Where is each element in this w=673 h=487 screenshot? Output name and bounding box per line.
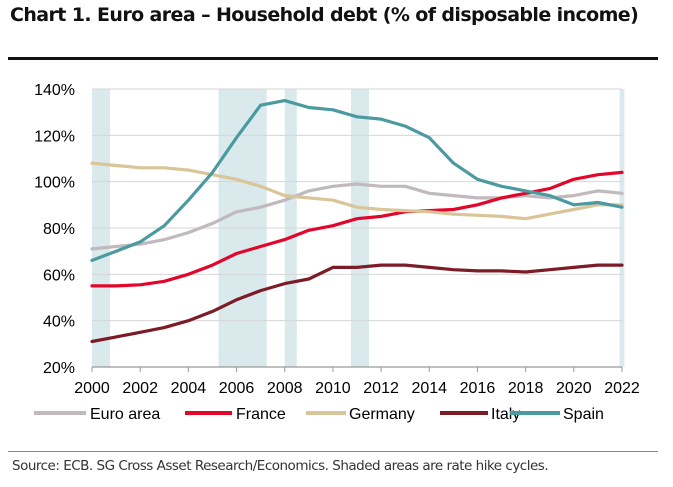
x-axis — [91, 366, 623, 372]
x-tick-label: 2020 — [556, 380, 592, 397]
y-tick-label: 120% — [34, 128, 75, 145]
x-tick-label: 2004 — [171, 380, 207, 397]
legend-label: Euro area — [90, 406, 160, 423]
line-chart: 20%40%60%80%100%120%140% 2000 2002 2004 200… — [34, 82, 640, 423]
gridlines — [92, 88, 622, 322]
series-lines — [90, 98, 624, 344]
x-tick-label: 2010 — [315, 380, 351, 397]
y-tick-label: 140% — [34, 82, 75, 99]
legend-item-germany: Germany — [306, 406, 415, 423]
x-tick-labels: 2000 2002 2004 2006 2008 2010 2012 2014 2016 2018… — [74, 380, 640, 397]
legend: Euro area France Germany Italy Spain — [34, 406, 604, 423]
legend-item-euro-area: Euro area — [34, 406, 160, 423]
title-rule — [8, 57, 658, 60]
y-tick-label: 20% — [43, 360, 75, 377]
series-line-spain — [90, 98, 624, 262]
y-axis: 20% 40% 60% 80% 100% 120% 140% — [34, 82, 75, 377]
legend-item-italy: Italy — [440, 406, 520, 423]
x-tick-label: 2016 — [460, 380, 496, 397]
x-tick-label: 2002 — [122, 380, 158, 397]
legend-item-spain: Spain — [510, 406, 604, 423]
x-tick-label: 2018 — [508, 380, 544, 397]
y-tick-label: 100% — [34, 175, 75, 192]
series-line-euro-area — [90, 182, 624, 251]
x-tick-label: 2006 — [219, 380, 255, 397]
y-tick-label: 40% — [43, 314, 75, 331]
series-line-italy — [90, 263, 624, 344]
x-tick-label: 2014 — [411, 380, 447, 397]
series-line-germany — [90, 161, 624, 221]
chart-title: Chart 1. Euro area – Household debt (% o… — [10, 4, 639, 26]
x-tick-label: 2000 — [74, 380, 110, 397]
legend-label: France — [236, 406, 286, 423]
y-tick-label: 60% — [43, 267, 75, 284]
source-note: Source: ECB. SG Cross Asset Research/Eco… — [12, 458, 549, 474]
legend-label: Italy — [491, 406, 520, 423]
x-tick-label: 2022 — [604, 380, 640, 397]
legend-label: Spain — [563, 406, 604, 423]
x-tick-label: 2012 — [363, 380, 399, 397]
legend-label: Germany — [349, 406, 415, 423]
footer-rule — [8, 451, 658, 452]
x-tick-label: 2008 — [267, 380, 303, 397]
y-tick-label: 80% — [43, 221, 75, 238]
legend-item-france: France — [185, 406, 286, 423]
